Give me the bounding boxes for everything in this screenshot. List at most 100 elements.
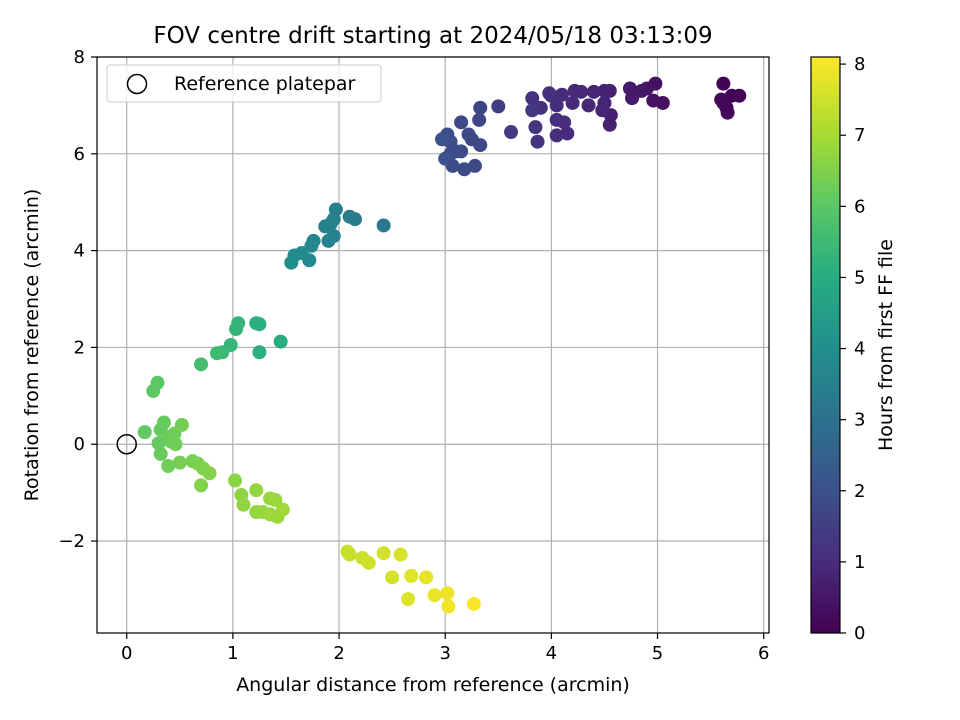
data-point xyxy=(151,436,166,451)
y-tick-label: −2 xyxy=(58,531,85,552)
data-point xyxy=(525,103,540,118)
data-point xyxy=(376,546,391,561)
data-point xyxy=(249,316,264,331)
data-point xyxy=(565,95,580,110)
data-point xyxy=(404,568,419,583)
data-point xyxy=(560,126,575,141)
data-point xyxy=(268,492,283,507)
y-tick-label: 2 xyxy=(74,337,85,358)
plot-area xyxy=(96,56,770,634)
data-point xyxy=(393,547,408,562)
y-tick-label: 6 xyxy=(74,144,85,165)
data-point xyxy=(597,83,612,98)
data-point xyxy=(318,219,333,234)
data-point xyxy=(622,81,637,96)
data-point xyxy=(161,459,176,474)
data-point xyxy=(209,346,224,361)
data-point xyxy=(385,570,400,585)
x-tick-label: 6 xyxy=(758,643,769,664)
colorbar-label: Hours from first FF file xyxy=(875,239,897,451)
data-point xyxy=(586,84,601,99)
data-point xyxy=(194,478,209,493)
x-axis-title: Angular distance from reference (arcmin) xyxy=(236,674,630,696)
data-point xyxy=(342,547,357,562)
y-tick-label: 0 xyxy=(74,434,85,455)
colorbar-tick-label: 5 xyxy=(854,267,865,288)
data-point xyxy=(716,76,731,91)
x-axis: 0 1 2 3 4 5 6 xyxy=(121,633,769,664)
data-point xyxy=(427,588,442,603)
data-point xyxy=(304,238,319,253)
y-tick-label: 4 xyxy=(74,241,85,262)
data-point xyxy=(646,93,661,108)
data-point xyxy=(440,586,455,601)
colorbar-tick-label: 2 xyxy=(854,481,865,502)
colorbar-ticks: 0 1 2 3 4 5 6 7 8 xyxy=(840,54,865,644)
data-point xyxy=(236,497,251,512)
colorbar-tick-label: 4 xyxy=(854,339,865,360)
data-point xyxy=(168,437,183,452)
data-point xyxy=(473,100,488,115)
data-point xyxy=(528,120,543,135)
data-point xyxy=(228,473,243,488)
data-point xyxy=(438,151,453,166)
x-tick-label: 4 xyxy=(546,643,557,664)
x-tick-label: 5 xyxy=(652,643,663,664)
colorbar-tick-label: 7 xyxy=(854,125,865,146)
data-point xyxy=(466,596,481,611)
scatter-points xyxy=(137,76,747,614)
data-point xyxy=(581,98,596,113)
data-point xyxy=(441,599,456,614)
data-point xyxy=(284,255,299,270)
data-point xyxy=(454,115,469,130)
data-point xyxy=(549,112,564,127)
x-tick-label: 1 xyxy=(227,643,238,664)
data-point xyxy=(252,345,267,360)
data-point xyxy=(435,132,450,147)
legend-label: Reference platepar xyxy=(174,73,356,95)
colorbar-tick-label: 1 xyxy=(854,552,865,573)
colorbar-tick-label: 0 xyxy=(854,623,865,644)
colorbar-tick-label: 8 xyxy=(854,54,865,75)
data-point xyxy=(137,425,152,440)
data-point xyxy=(342,209,357,224)
data-point xyxy=(172,455,187,470)
x-tick-label: 3 xyxy=(439,643,450,664)
data-point xyxy=(249,483,264,498)
data-point xyxy=(202,466,217,481)
grid xyxy=(97,56,769,633)
data-point xyxy=(153,446,168,461)
data-point xyxy=(732,88,747,103)
data-point xyxy=(419,570,434,585)
data-point xyxy=(275,502,290,517)
colorbar-gradient xyxy=(810,56,841,634)
colorbar-tick-label: 6 xyxy=(854,196,865,217)
data-point xyxy=(491,99,506,114)
colorbar: 0 1 2 3 4 5 6 7 8 Hours from first FF file xyxy=(810,54,897,644)
data-point xyxy=(361,555,376,570)
y-axis-title: Rotation from reference (arcmin) xyxy=(21,189,43,502)
data-point xyxy=(461,127,476,142)
data-point xyxy=(542,86,557,101)
data-point xyxy=(595,103,610,118)
data-point xyxy=(457,162,472,177)
chart-title: FOV centre drift starting at 2024/05/18 … xyxy=(153,23,712,49)
data-point xyxy=(156,415,171,430)
x-tick-label: 0 xyxy=(121,643,132,664)
data-point xyxy=(549,128,564,143)
data-point xyxy=(376,218,391,233)
data-point xyxy=(174,417,189,432)
legend: Reference platepar xyxy=(106,64,382,103)
reference-marker xyxy=(116,433,137,455)
data-point xyxy=(504,125,519,140)
data-point xyxy=(273,334,288,349)
y-tick-label: 8 xyxy=(74,47,85,68)
data-point xyxy=(554,87,569,102)
colorbar-tick-label: 3 xyxy=(854,410,865,431)
data-point xyxy=(146,383,161,398)
data-point xyxy=(467,158,482,173)
y-axis: −2 0 2 4 6 8 xyxy=(58,47,97,552)
data-point xyxy=(567,83,582,98)
data-point xyxy=(716,95,731,110)
